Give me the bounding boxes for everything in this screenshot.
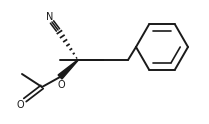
Text: O: O [57,80,65,90]
Text: N: N [46,12,54,22]
Polygon shape [58,60,78,79]
Text: O: O [16,100,24,110]
